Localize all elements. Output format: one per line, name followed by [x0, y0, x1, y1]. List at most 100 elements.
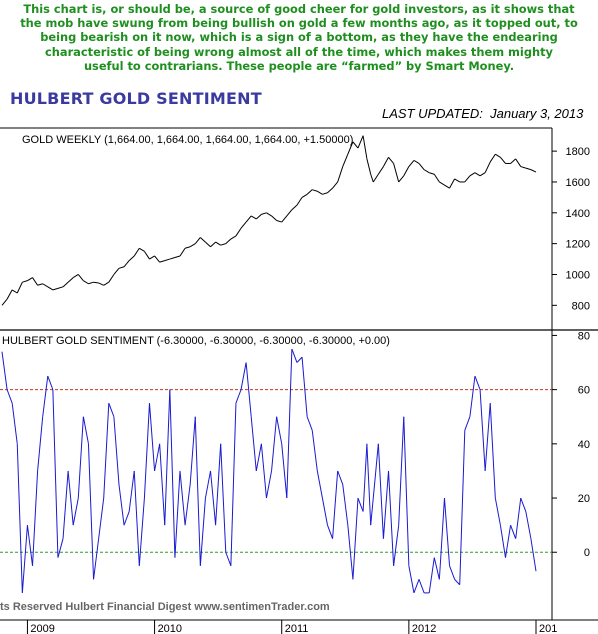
sentiment-segment — [204, 470, 212, 499]
sentiment-segment — [6, 389, 13, 404]
gold-price-segment — [113, 268, 120, 275]
sentiment-segment — [296, 356, 303, 363]
sentiment-segment — [103, 403, 110, 499]
sentiment-segment — [306, 416, 313, 431]
gold-price-segment — [342, 154, 349, 167]
sentiment-segment — [370, 497, 374, 526]
gold-price-segment — [474, 172, 481, 177]
sentiment-segment — [37, 416, 44, 471]
gold-price-segment — [123, 260, 130, 268]
caption-line: This chart is, or should be, a source of… — [23, 2, 575, 16]
sentiment-segment — [72, 497, 79, 526]
sentiment-segment — [510, 524, 517, 539]
gold-price-segment — [32, 277, 39, 286]
gold-price-segment — [286, 209, 293, 217]
last-updated: LAST UPDATED: January 3, 2013 — [382, 106, 584, 121]
gold-price-segment — [317, 190, 323, 195]
sentiment-segment — [164, 389, 171, 526]
sentiment-y-tick-label: 0 — [584, 547, 590, 559]
sentiment-segment — [418, 579, 425, 594]
caption-line: useful to contrarians. These people are … — [83, 58, 515, 73]
sentiment-y-tick-label: 80 — [578, 330, 590, 342]
gold-price-segment — [362, 135, 368, 159]
sentiment-segment — [347, 525, 354, 580]
gold-price-segment — [429, 172, 435, 175]
sentiment-series-label: HULBERT GOLD SENTIMENT (-6.30000, -6.300… — [2, 335, 390, 347]
sentiment-segment — [245, 362, 252, 417]
x-tick-label: 2009 — [30, 623, 54, 634]
gold-price-segment — [62, 281, 69, 288]
gold-price-segment — [57, 286, 64, 289]
gold-price-segment — [118, 266, 125, 269]
gold-price-segment — [52, 287, 59, 291]
gold-price-segment — [500, 156, 506, 164]
sentiment-segment — [311, 430, 318, 471]
sentiment-segment — [474, 375, 481, 390]
gold-price-segment — [240, 221, 247, 229]
sentiment-series — [1, 348, 537, 594]
sentiment-segment — [98, 497, 105, 539]
gold-price-segment — [72, 274, 79, 279]
sentiment-y-tick-label: 20 — [578, 493, 590, 505]
sentiment-segment — [530, 538, 537, 572]
sentiment-segment — [438, 498, 445, 580]
sentiment-segment — [87, 443, 95, 580]
sentiment-segment — [113, 416, 120, 485]
x-tick-label: 2010 — [158, 623, 182, 634]
sentiment-segment — [327, 524, 334, 539]
gold-price-segment — [11, 289, 18, 294]
sentiment-segment — [215, 443, 222, 526]
sentiment-segment — [16, 443, 23, 593]
gold-price-segment — [398, 175, 405, 183]
gold-price-segment — [16, 281, 23, 294]
gold-price-segment — [235, 227, 242, 237]
gold-price-segment — [215, 241, 221, 246]
caption: This chart is, or should be, a source of… — [0, 2, 598, 73]
sentiment-segment — [194, 416, 201, 566]
gold-price-segment — [210, 241, 216, 248]
sentiment-segment — [184, 484, 191, 526]
gold-price-segment — [255, 213, 262, 220]
sentiment-segment — [11, 403, 18, 444]
sentiment-segment — [265, 470, 273, 499]
x-tick-label: 2012 — [412, 623, 436, 634]
sentiment-segment — [255, 443, 262, 472]
gold-panel: 800 1000 1200 1400 1600 1800 — [0, 127, 590, 330]
sentiment-segment — [332, 470, 339, 539]
gold-price-segment — [332, 181, 339, 189]
gold-price-segment — [322, 192, 328, 195]
sentiment-segment — [357, 497, 364, 512]
sentiment-segment — [469, 376, 476, 417]
sentiment-segment — [174, 470, 181, 558]
sentiment-segment — [413, 579, 420, 594]
x-tick-label: 201 — [539, 623, 557, 634]
sentiment-segment — [393, 525, 400, 566]
gold-price-segment — [143, 251, 150, 260]
sentiment-segment — [199, 497, 206, 566]
gold-y-tick-label: 800 — [572, 300, 590, 312]
gold-price-segment — [525, 167, 532, 171]
sentiment-segment — [154, 443, 161, 472]
sentiment-segment — [504, 525, 512, 558]
x-axis-ticks: 2009 2010 2011 2012 201 — [26, 620, 557, 634]
sentiment-segment — [82, 416, 89, 444]
sentiment-segment — [123, 511, 130, 526]
gold-y-tick-label: 1600 — [566, 177, 590, 189]
sentiment-segment — [489, 403, 496, 499]
sentiment-segment — [1, 351, 8, 390]
gold-price-segment — [205, 241, 211, 248]
sentiment-segment — [362, 443, 368, 512]
gold-price-segment — [489, 153, 496, 163]
gold-price-segment — [230, 235, 237, 240]
sentiment-segment — [484, 403, 491, 471]
gold-price-segment — [6, 289, 13, 300]
sentiment-segment — [220, 443, 227, 553]
sentiment-segment — [179, 470, 186, 526]
sentiment-segment — [77, 416, 84, 499]
gold-price-segment — [245, 215, 252, 223]
gold-price-segment — [347, 141, 354, 155]
gold-price-segment — [479, 172, 486, 177]
caption-line: the mob have swung from being bullish on… — [20, 16, 578, 31]
gold-price-segment — [423, 169, 430, 174]
